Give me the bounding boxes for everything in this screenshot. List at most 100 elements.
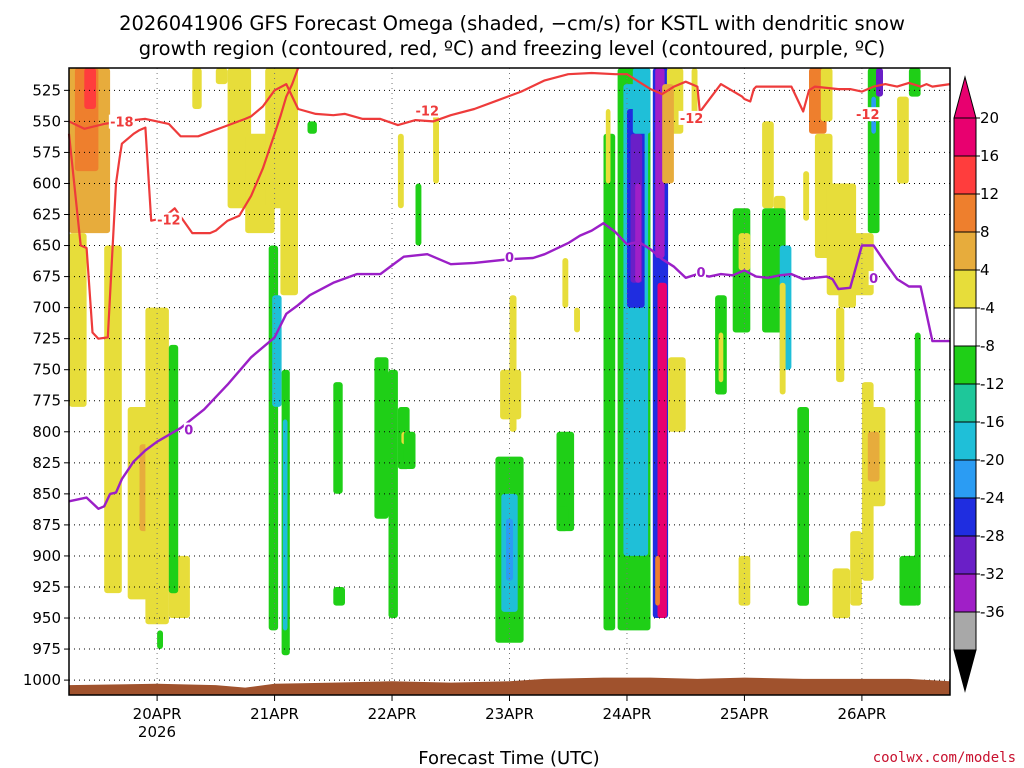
chart-title-line-2: growth region (contoured, red, ºC) and f… [139, 37, 886, 60]
omega-cell-25 [388, 369, 398, 618]
time-axis: 20APR 21APR 22APR 23APR 24APR 25APR 26APR [133, 695, 886, 723]
omega-cell-87 [899, 555, 919, 606]
x-tick-label-6: 26APR [837, 705, 886, 723]
omega-cell-61 [738, 555, 751, 606]
y-tick-label-700: 700 [32, 299, 61, 317]
x-tick-label-2: 22APR [368, 705, 417, 723]
y-tick-label-600: 600 [32, 174, 61, 192]
omega-cell-85 [908, 68, 921, 97]
y-tick-label-575: 575 [32, 143, 61, 161]
omega-cell-24 [374, 357, 389, 519]
omega-cell-8 [157, 630, 163, 649]
x-tick-label-3: 23APR [485, 705, 534, 723]
colorbar-label-3: 8 [980, 223, 990, 241]
colorbar-bin-10 [953, 497, 977, 537]
omega-cell-12 [215, 68, 228, 85]
omega-cell-31 [433, 109, 439, 184]
omega-cell-42 [605, 109, 611, 184]
ground-surface [69, 677, 950, 695]
colorbar-label-0: 20 [980, 109, 999, 127]
y-tick-label-800: 800 [32, 423, 61, 441]
omega-cell-60 [738, 233, 751, 271]
colorbar-label-5: -4 [980, 299, 995, 317]
colorbar-label-6: -8 [980, 337, 995, 355]
colorbar-label-4: 4 [980, 261, 990, 279]
omega-cell-56 [691, 68, 698, 122]
x-tick-label-4: 24APR [603, 705, 652, 723]
omega-shading-layer [69, 68, 921, 656]
omega-cell-4 [104, 245, 122, 594]
omega-cell-51 [657, 282, 667, 618]
contour-label-8: 0 [869, 272, 878, 287]
colorbar-bin-1 [953, 155, 977, 195]
omega-cell-83 [876, 68, 883, 97]
colorbar-bin-4 [953, 269, 977, 309]
colorbar-bin-7 [953, 383, 977, 423]
colorbar-bin-5 [953, 307, 977, 347]
colorbar-bin-6 [953, 345, 977, 385]
y-tick-label-875: 875 [32, 516, 61, 534]
omega-cell-66 [779, 282, 786, 395]
omega-cell-18 [280, 68, 298, 296]
omega-cell-84 [897, 96, 909, 184]
omega-cell-2 [84, 68, 96, 109]
colorbar-label-8: -16 [980, 413, 1005, 431]
omega-cell-73 [836, 307, 845, 383]
omega-cell-30 [415, 183, 422, 246]
omega-cell-40 [574, 307, 580, 333]
contour-label-5: 0 [184, 424, 193, 439]
ground-layer [69, 677, 950, 695]
contour-label-bg-3 [678, 110, 705, 125]
omega-cell-54 [668, 357, 686, 432]
omega-cell-21 [307, 121, 317, 134]
y-tick-label-650: 650 [32, 237, 61, 255]
omega-cell-55 [662, 84, 674, 184]
y-tick-label-900: 900 [32, 547, 61, 565]
omega-cell-52 [655, 555, 660, 606]
contour-label-layer: -18 -12 -12 -12 -12 0 0 0 0 [108, 103, 881, 439]
y-tick-label-825: 825 [32, 454, 61, 472]
y-tick-label-550: 550 [32, 112, 61, 130]
omega-cell-20 [282, 419, 288, 631]
omega-cell-80 [867, 431, 880, 482]
omega-cell-48 [632, 68, 651, 134]
colorbar-label-7: -12 [980, 375, 1005, 393]
y-tick-label-525: 525 [32, 81, 61, 99]
colorbar-label-11: -28 [980, 527, 1005, 545]
contour-label-bg-0 [108, 114, 135, 129]
colorbar-bin-11 [953, 535, 977, 575]
omega-cell-58 [718, 332, 724, 383]
colorbar-bin-0 [953, 117, 977, 157]
omega-cell-71 [820, 68, 833, 122]
contour-label-2: -12 [416, 104, 440, 119]
chart-title-line-1: 2026041906 GFS Forecast Omega (shaded, −… [119, 12, 905, 35]
contour-label-1: -12 [157, 214, 181, 229]
omega-cell-22 [333, 382, 343, 494]
omega-cell-32 [556, 431, 575, 532]
omega-cell-17 [272, 295, 282, 407]
omega-cell-7 [145, 307, 169, 625]
contour-minus18-line [68, 71, 701, 138]
y-tick-label-675: 675 [32, 268, 61, 286]
colorbar-bin-3 [953, 231, 977, 271]
y-tick-label-750: 750 [32, 361, 61, 379]
omega-cell-23 [333, 587, 345, 606]
contour-label-bg-5 [183, 422, 194, 437]
omega-cell-77 [850, 531, 862, 606]
colorbar-bottom-arrow [953, 649, 977, 693]
x-tick-label-0: 20APR [133, 705, 182, 723]
omega-cell-39 [562, 258, 569, 308]
pressure-axis: 525 550 575 600 625 650 675 700 725 750 775 800 825 8… [23, 81, 69, 689]
x-axis-title: Forecast Time (UTC) [418, 748, 599, 768]
contour-label-4: -12 [856, 108, 880, 123]
grid-layer [69, 68, 950, 695]
colorbar-label-13: -36 [980, 603, 1005, 621]
omega-cell-41 [603, 133, 616, 631]
y-tick-label-725: 725 [32, 330, 61, 348]
omega-cell-68 [803, 171, 810, 221]
contour-label-bg-2 [414, 103, 441, 118]
omega-cell-29 [397, 133, 404, 209]
omega-cell-67 [797, 407, 809, 606]
colorbar-label-1: 16 [980, 147, 999, 165]
